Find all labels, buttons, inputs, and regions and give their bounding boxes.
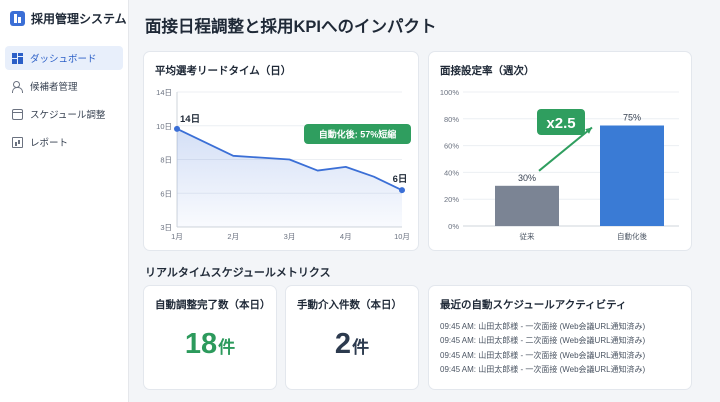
series-line bbox=[176, 128, 403, 191]
y-tick-label: 80% bbox=[444, 115, 459, 124]
x-tick-label: 2月 bbox=[227, 232, 239, 241]
sidebar-item-candidates[interactable]: 候補者管理 bbox=[5, 74, 123, 98]
sidebar-item-reports[interactable]: レポート bbox=[5, 130, 123, 154]
interview-rate-bar-chart: 0% 20% 40% 60% 80% 100% 30% 従来 75% 自動化後 x2.5 bbox=[440, 88, 679, 241]
page-title: 面接日程調整と採用KPIへのインパクト bbox=[145, 18, 437, 36]
list-item: 09:45 AM: 山田太郎様 - 二次面接 (Web会議URL通知済み) bbox=[440, 336, 646, 346]
data-point bbox=[399, 187, 405, 194]
sidebar-item-dashboard[interactable]: ダッシュボード bbox=[5, 46, 123, 70]
sidebar-item-label: レポート bbox=[30, 138, 69, 149]
auto-completed-card: 自動調整完了数（本日） 18件 bbox=[143, 285, 277, 390]
activity-card: 最近の自動スケジュールアクティビティ 09:45 AM: 山田太郎様 - 一次面… bbox=[428, 285, 692, 390]
users-icon bbox=[12, 80, 23, 93]
bar-value-label: 75% bbox=[623, 113, 641, 123]
manual-intervention-value: 2 bbox=[334, 328, 352, 360]
calendar-icon bbox=[12, 108, 23, 120]
data-label-first: 14日 bbox=[180, 114, 200, 125]
interview-rate-card: 面接設定率（週次） 0% 20% 40% 60% 80% 100% 30% 従来 75% 自動化後… bbox=[428, 51, 692, 251]
manual-intervention-unit: 件 bbox=[352, 338, 370, 357]
manual-intervention-metric: 2件 bbox=[286, 328, 418, 361]
activity-list: 09:45 AM: 山田太郎様 - 一次面接 (Web会議URL通知済み) 09… bbox=[440, 320, 645, 378]
brand[interactable]: 採用管理システム bbox=[10, 10, 127, 27]
list-item: 09:45 AM: 山田太郎様 - 一次面接 (Web会議URL通知済み) bbox=[440, 365, 646, 375]
section-title: リアルタイムスケジュールメトリクス bbox=[145, 267, 331, 279]
x-tick-label: 自動化後 bbox=[617, 231, 647, 241]
growth-arrow-line bbox=[538, 126, 593, 172]
y-tick-label: 100% bbox=[440, 88, 460, 97]
auto-completed-value: 18 bbox=[184, 328, 218, 360]
y-tick-label: 6日 bbox=[160, 189, 172, 198]
sidebar: 採用管理システム ダッシュボード 候補者管理 スケジュール調整 レポート bbox=[0, 0, 129, 402]
y-tick-label: 14日 bbox=[156, 88, 172, 97]
auto-completed-metric: 18件 bbox=[144, 328, 276, 361]
bar bbox=[600, 125, 664, 226]
activity-title: 最近の自動スケジュールアクティビティ bbox=[440, 299, 627, 311]
interview-rate-chart-title: 面接設定率（週次） bbox=[440, 65, 535, 77]
auto-completed-title: 自動調整完了数（本日） bbox=[155, 299, 271, 311]
annotation-badge bbox=[304, 124, 411, 144]
x-tick-label: 1月 bbox=[171, 232, 183, 241]
growth-arrow-head bbox=[585, 127, 592, 134]
auto-completed-unit: 件 bbox=[218, 338, 236, 357]
lead-time-chart-title: 平均選考リードタイム（日） bbox=[155, 65, 292, 77]
bar-chart-logo-icon bbox=[10, 11, 25, 26]
x-tick-label: 3月 bbox=[284, 232, 296, 241]
annotation-text: 自動化後: 57%短縮 bbox=[319, 129, 397, 140]
x-tick-label: 4月 bbox=[340, 232, 352, 241]
x-tick-label: 従来 bbox=[520, 231, 535, 241]
y-tick-label: 60% bbox=[444, 142, 459, 151]
list-item: 09:45 AM: 山田太郎様 - 一次面接 (Web会議URL通知済み) bbox=[440, 350, 646, 360]
line-area bbox=[177, 128, 402, 227]
app-title: 採用管理システム bbox=[31, 12, 127, 26]
sidebar-item-label: スケジュール調整 bbox=[30, 110, 106, 121]
y-tick-label: 40% bbox=[444, 168, 459, 177]
y-tick-label: 20% bbox=[444, 195, 459, 204]
dashboard-icon bbox=[12, 52, 23, 64]
manual-intervention-card: 手動介入件数（本日） 2件 bbox=[285, 285, 419, 390]
multiplier-badge bbox=[537, 109, 585, 135]
lead-time-line-chart: 3日 6日 8日 10日 14日 1月 2月 3月 4月 10月 14日 6日 自動化後: 57%短縮 bbox=[156, 88, 411, 241]
report-icon bbox=[12, 136, 23, 148]
sidebar-nav: ダッシュボード 候補者管理 スケジュール調整 レポート bbox=[5, 46, 123, 158]
data-label-last: 6日 bbox=[393, 174, 408, 185]
bar bbox=[495, 185, 559, 226]
y-tick-label: 8日 bbox=[160, 156, 172, 165]
manual-intervention-title: 手動介入件数（本日） bbox=[297, 299, 402, 311]
lead-time-card: 平均選考リードタイム（日） 3日 6日 8日 10日 14日 1月 2月 3月 4月 10月 14日… bbox=[143, 51, 419, 251]
list-item: 09:45 AM: 山田太郎様 - 一次面接 (Web会議URL通知済み) bbox=[440, 322, 646, 331]
y-tick-label: 3日 bbox=[160, 223, 172, 232]
bar-value-label: 30% bbox=[518, 173, 536, 183]
y-tick-label: 10日 bbox=[156, 122, 172, 131]
sidebar-item-label: ダッシュボード bbox=[30, 54, 97, 65]
x-tick-label: 10月 bbox=[394, 232, 410, 241]
multiplier-text: x2.5 bbox=[546, 115, 575, 132]
sidebar-item-label: 候補者管理 bbox=[30, 82, 78, 93]
y-tick-label: 0% bbox=[448, 222, 459, 231]
data-point bbox=[174, 125, 180, 132]
sidebar-item-schedule[interactable]: スケジュール調整 bbox=[5, 102, 123, 126]
